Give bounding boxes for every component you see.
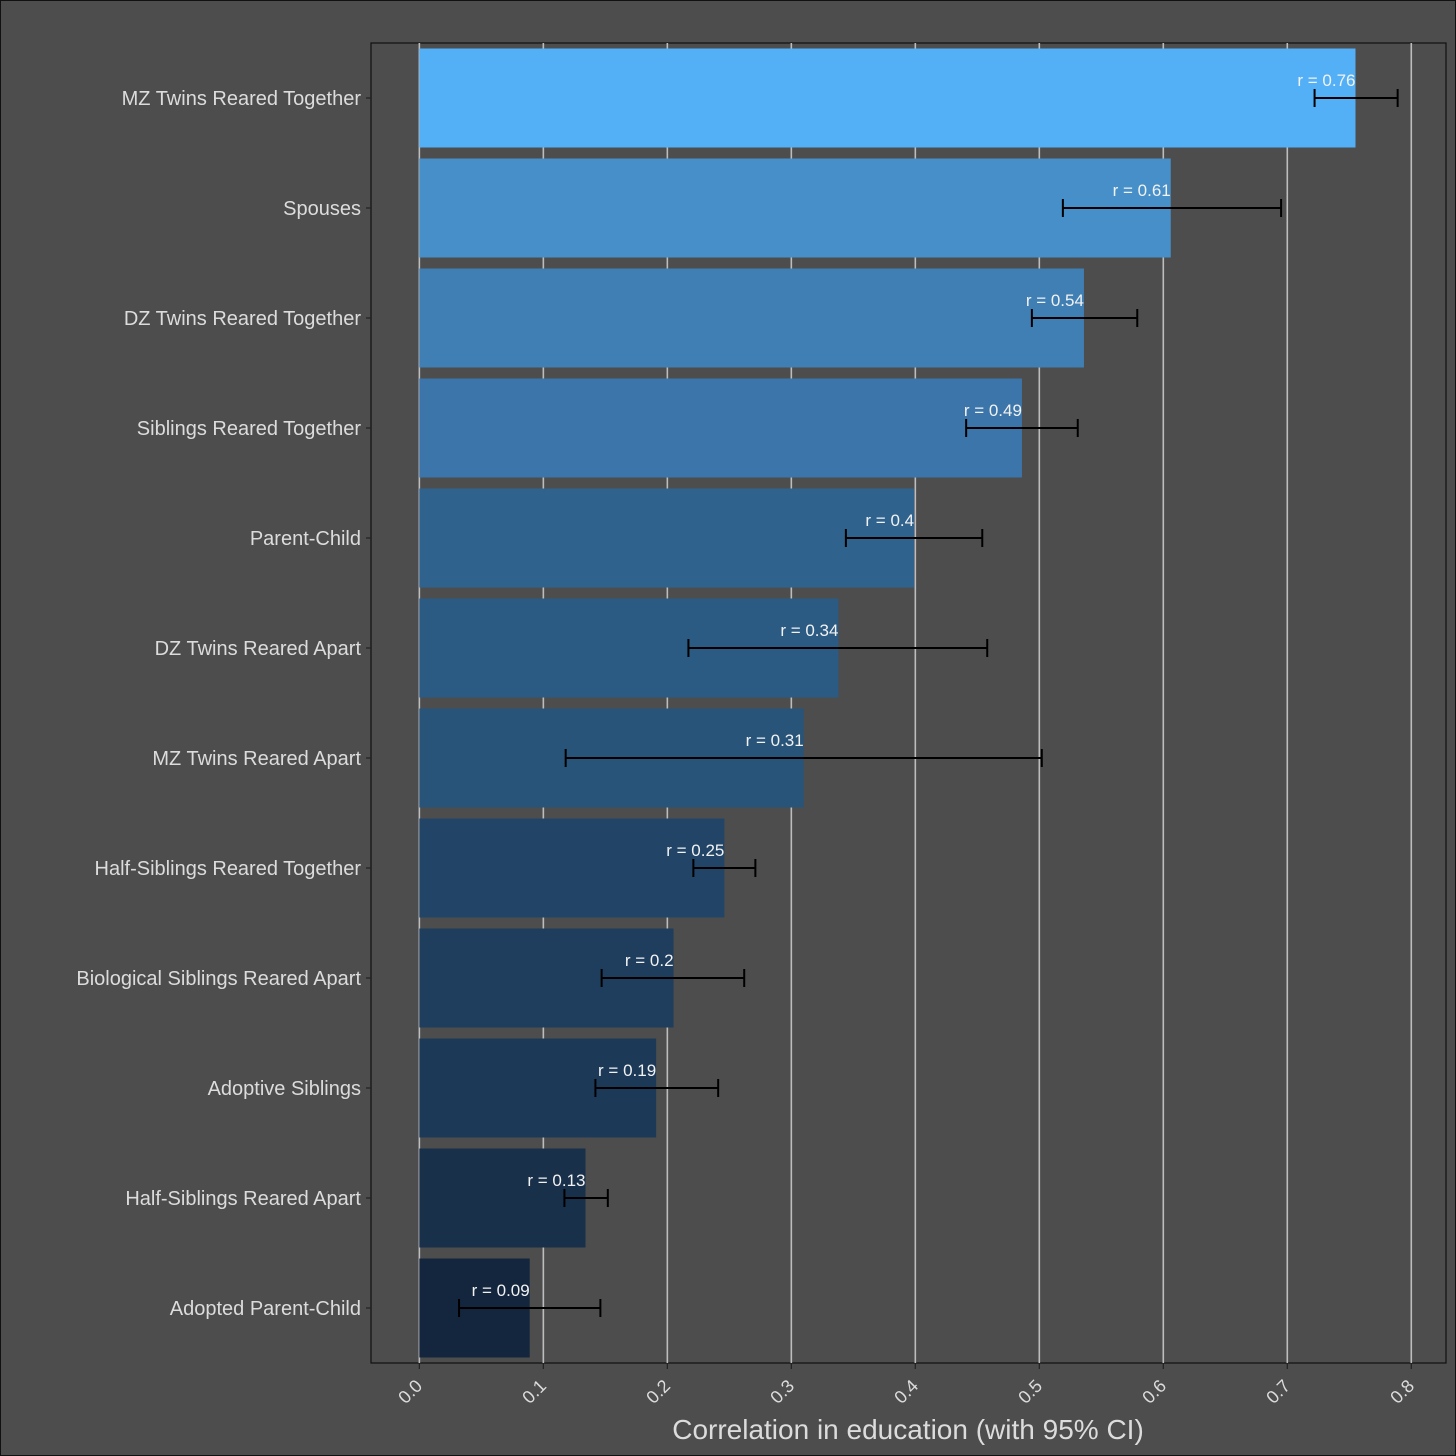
bar <box>419 488 915 588</box>
x-tick-label: 0.0 <box>394 1376 426 1408</box>
data-label: r = 0.34 <box>780 621 838 640</box>
data-label: r = 0.19 <box>598 1061 656 1080</box>
category-label: Half-Siblings Reared Together <box>95 858 362 880</box>
data-label: r = 0.49 <box>964 401 1022 420</box>
x-tick-label: 0.7 <box>1262 1376 1294 1408</box>
bar <box>419 818 725 918</box>
category-label: Adopted Parent-Child <box>170 1298 361 1320</box>
data-label: r = 0.4 <box>865 511 914 530</box>
data-label: r = 0.31 <box>746 731 804 750</box>
data-label: r = 0.13 <box>527 1171 585 1190</box>
x-tick-label: 0.8 <box>1386 1376 1418 1408</box>
plot-panel <box>370 42 1447 1364</box>
category-label: MZ Twins Reared Apart <box>152 748 361 770</box>
category-label: Biological Siblings Reared Apart <box>76 968 361 990</box>
category-label: DZ Twins Reared Apart <box>155 638 362 660</box>
x-axis-title: Correlation in education (with 95% CI) <box>672 1414 1144 1445</box>
category-label: Spouses <box>283 198 361 220</box>
category-label: Siblings Reared Together <box>137 418 362 440</box>
bar <box>419 378 1022 478</box>
data-label: r = 0.61 <box>1113 181 1171 200</box>
x-tick-label: 0.2 <box>642 1376 674 1408</box>
x-tick-label: 0.4 <box>890 1376 922 1408</box>
x-tick-label: 0.3 <box>766 1376 798 1408</box>
x-tick-label: 0.5 <box>1014 1376 1046 1408</box>
category-label: Half-Siblings Reared Apart <box>125 1188 361 1210</box>
data-label: r = 0.54 <box>1026 291 1084 310</box>
bar <box>419 158 1171 258</box>
category-label: MZ Twins Reared Together <box>122 88 362 110</box>
category-label: DZ Twins Reared Together <box>124 308 361 330</box>
category-label: Parent-Child <box>250 528 361 550</box>
data-label: r = 0.09 <box>472 1281 530 1300</box>
data-label: r = 0.76 <box>1297 71 1355 90</box>
bar <box>419 1148 586 1248</box>
data-label: r = 0.25 <box>666 841 724 860</box>
bar <box>419 48 1356 148</box>
data-label: r = 0.2 <box>625 951 674 970</box>
x-tick-label: 0.6 <box>1138 1376 1170 1408</box>
x-tick-label: 0.1 <box>518 1376 550 1408</box>
category-label: Adoptive Siblings <box>208 1078 361 1100</box>
bar <box>419 268 1084 368</box>
